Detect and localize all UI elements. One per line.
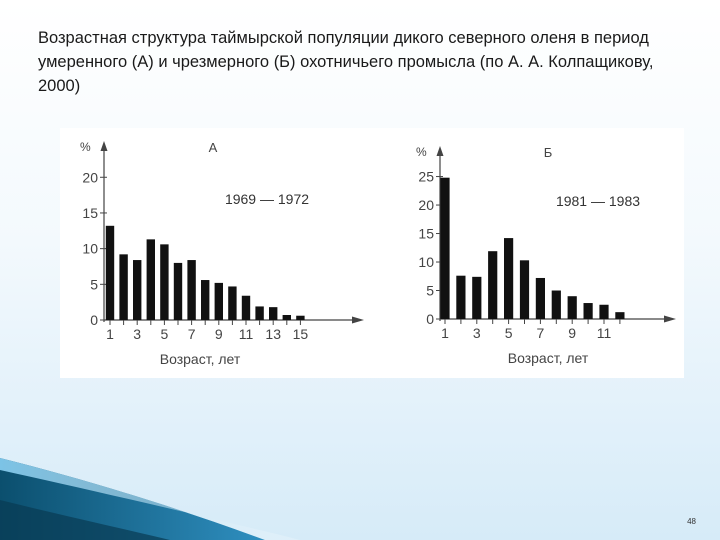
x-tick-label: 13 xyxy=(265,326,281,342)
period-annotation: 1969 — 1972 xyxy=(225,191,309,207)
bar xyxy=(241,295,251,320)
bar xyxy=(119,254,128,320)
x-tick-label: 9 xyxy=(568,325,576,341)
x-tick-label: 1 xyxy=(441,325,449,341)
panel-label: А xyxy=(209,140,218,155)
bar xyxy=(214,282,223,320)
x-tick-label: 11 xyxy=(239,326,254,342)
y-tick-label: 10 xyxy=(82,241,98,257)
chart-b: % 0 5 10 15 20 25 1 3 5 7 9 11 Б 1981 — 1983 Возраст, л… xyxy=(416,145,676,366)
x-tick-label: 9 xyxy=(215,326,223,342)
bar xyxy=(472,276,482,319)
y-axis-label: % xyxy=(416,145,427,159)
bar xyxy=(488,251,498,319)
bar xyxy=(201,280,210,320)
x-tick-label: 5 xyxy=(505,325,513,341)
x-tick-label: 15 xyxy=(293,326,309,342)
x-axis-label: Возраст, лет xyxy=(160,351,241,367)
bar xyxy=(269,307,278,320)
x-tick-label: 3 xyxy=(473,325,481,341)
y-tick-label: 10 xyxy=(418,254,434,270)
x-tick-label: 5 xyxy=(161,326,169,342)
bar xyxy=(615,312,625,319)
y-tick-label: 20 xyxy=(418,197,434,213)
bar xyxy=(599,304,609,319)
bar xyxy=(228,286,237,320)
bar xyxy=(504,238,514,319)
y-tick-label: 0 xyxy=(90,312,98,328)
bar xyxy=(255,306,264,320)
bar xyxy=(105,225,115,320)
y-axis-label: % xyxy=(80,140,91,154)
bar xyxy=(519,260,530,319)
x-axis-arrow xyxy=(352,316,364,324)
y-tick-label: 5 xyxy=(90,276,98,292)
y-tick-label: 15 xyxy=(418,226,434,242)
slide-title: Возрастная структура таймырской популяци… xyxy=(38,29,654,95)
bar xyxy=(160,244,169,320)
y-tick-label: 5 xyxy=(426,283,434,299)
x-tick-label: 7 xyxy=(537,325,545,341)
figure-panel: % 0 5 10 15 20 1 3 5 7 9 11 13 15 А 1969 — 1972 Возраст,… xyxy=(60,128,684,378)
x-axis-label: Возраст, лет xyxy=(508,350,589,366)
y-tick-label: 20 xyxy=(82,169,98,185)
x-tick-label: 7 xyxy=(188,326,196,342)
bar xyxy=(173,262,183,320)
bar xyxy=(146,239,155,320)
y-axis-arrow xyxy=(436,146,444,156)
bar xyxy=(567,296,577,319)
slide-number: 48 xyxy=(687,517,696,526)
period-annotation: 1981 — 1983 xyxy=(556,193,640,209)
bar xyxy=(456,275,466,319)
x-tick-label: 11 xyxy=(597,325,612,341)
y-axis-arrow xyxy=(100,141,108,151)
y-tick-label: 15 xyxy=(82,205,98,221)
bar xyxy=(282,315,291,320)
y-tick-label: 25 xyxy=(418,169,434,185)
bar xyxy=(535,277,545,319)
y-tick-label: 0 xyxy=(426,311,434,327)
panel-label: Б xyxy=(544,145,553,160)
bar xyxy=(583,303,593,319)
x-axis-arrow xyxy=(664,315,676,323)
bar xyxy=(551,290,561,319)
bar xyxy=(440,177,450,319)
bar xyxy=(187,260,196,320)
x-tick-label: 3 xyxy=(133,326,141,342)
bar xyxy=(296,315,305,320)
bar xyxy=(133,260,142,320)
x-tick-label: 1 xyxy=(106,326,114,342)
